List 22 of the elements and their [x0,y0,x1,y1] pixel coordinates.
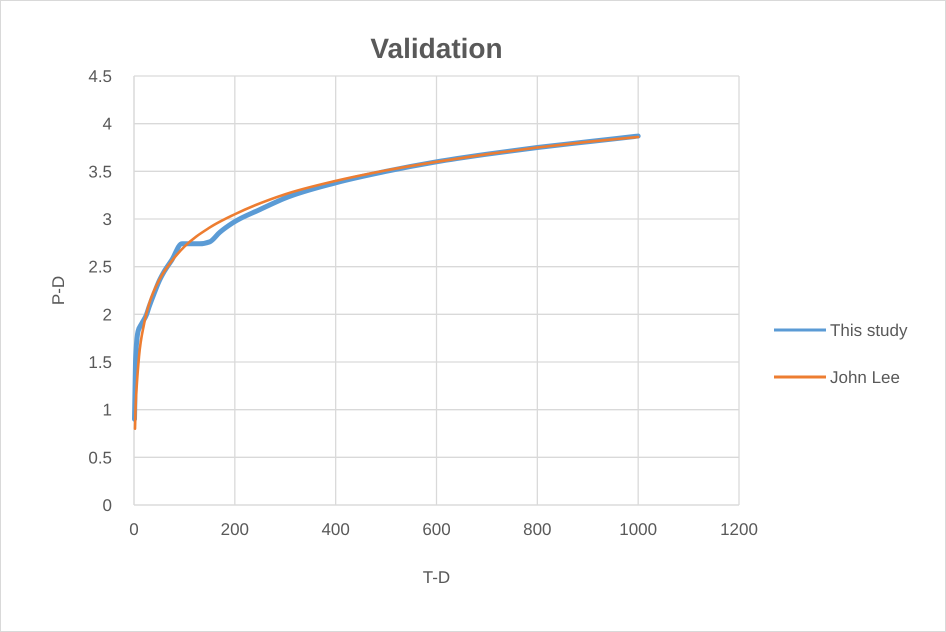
y-tick-label: 2 [102,305,112,324]
x-tick-label: 800 [523,520,552,539]
x-tick-label: 200 [220,520,250,539]
y-tick-label: 0.5 [88,448,112,468]
chart-title: Validation [370,33,503,64]
y-tick-label: 1.5 [88,353,112,372]
y-tick-label: 4 [102,114,112,134]
y-tick-label: 1 [102,400,112,420]
y-tick-label: 2.5 [88,258,112,277]
y-tick-label: 3.5 [88,162,112,182]
x-tick-label: 1000 [619,520,658,539]
x-tick-label: 0 [129,520,139,539]
y-axis-title: P-D [49,276,68,306]
x-axis-title: T-D [422,568,450,587]
x-tick-label: 400 [321,520,350,539]
legend-label: John Lee [830,368,900,387]
y-tick-label: 4.5 [88,67,112,86]
y-tick-label: 3 [102,210,112,229]
x-tick-label: 600 [422,520,451,539]
y-tick-label: 0 [102,496,112,515]
legend-label: This study [830,321,908,340]
x-tick-label: 1200 [720,520,758,539]
